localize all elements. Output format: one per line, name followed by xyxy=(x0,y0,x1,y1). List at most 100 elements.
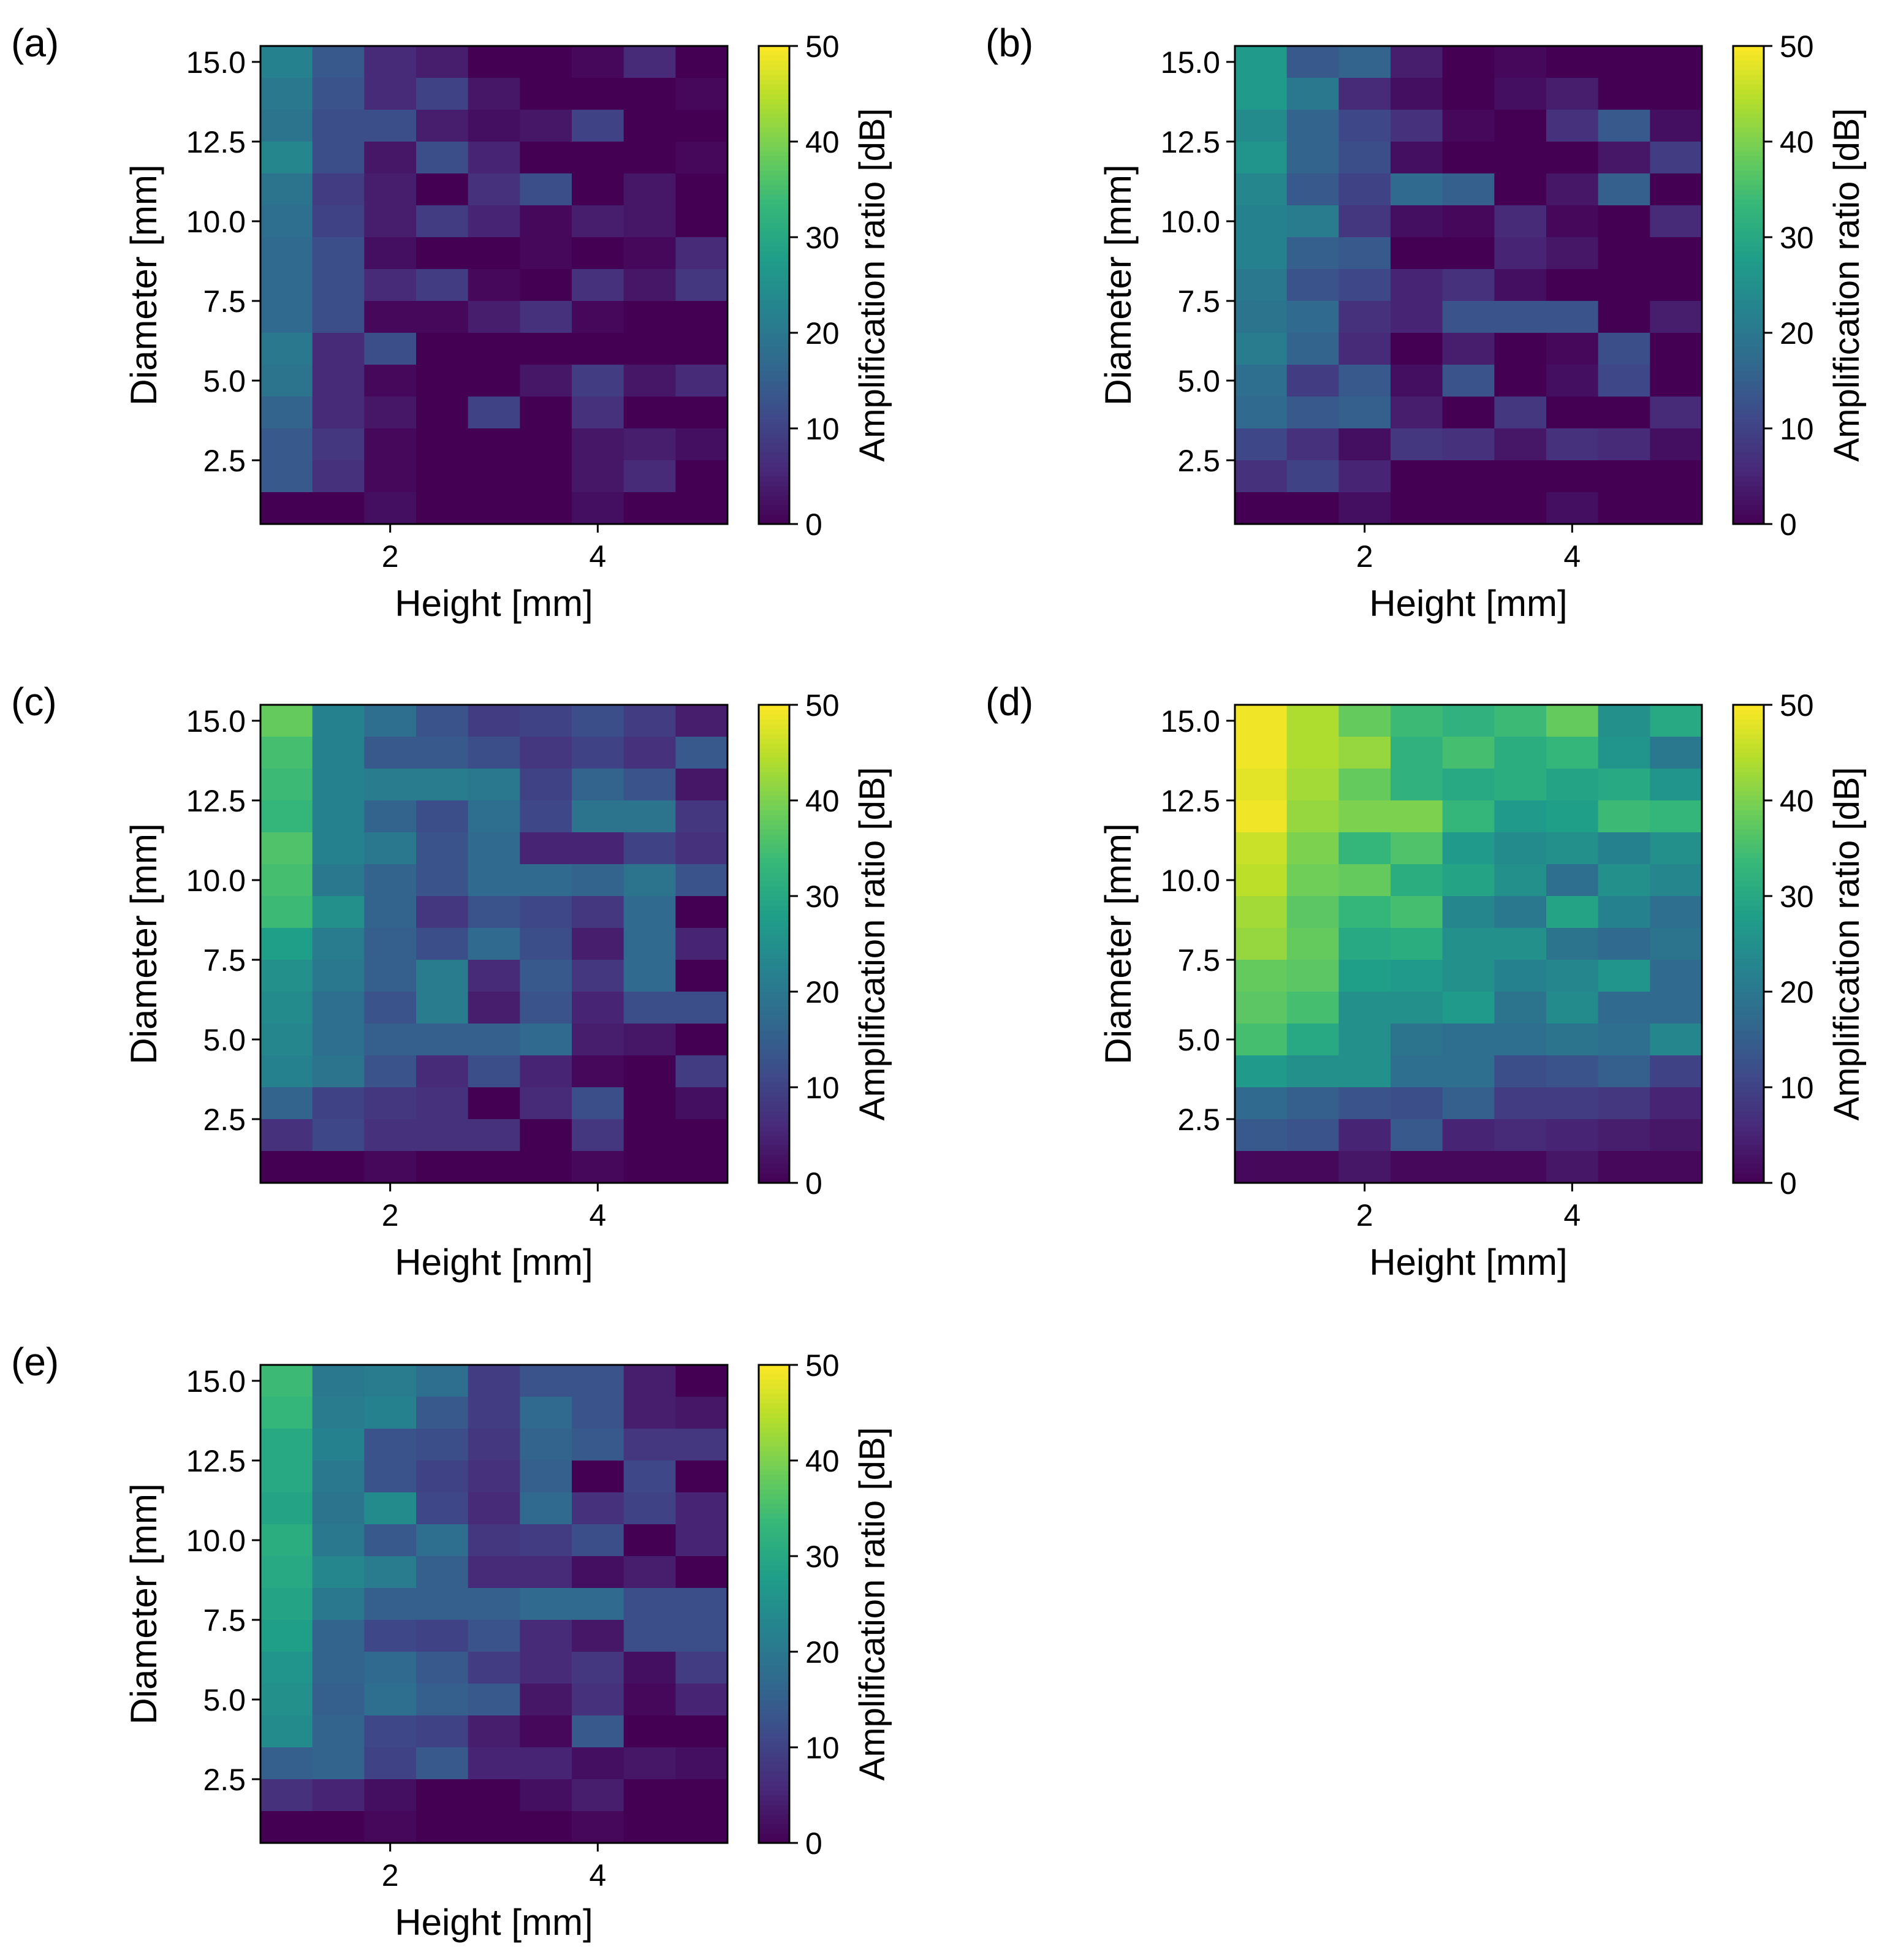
colorbar-segment xyxy=(1733,137,1764,142)
colorbar-segment xyxy=(1733,705,1764,710)
y-tick-label: 2.5 xyxy=(203,1763,246,1797)
colorbar-label: Amplification ratio [dB] xyxy=(852,767,892,1120)
heatmap-cell xyxy=(520,864,572,897)
heatmap-cell xyxy=(1442,173,1495,206)
colorbar-segment xyxy=(759,390,789,395)
heatmap-cell xyxy=(675,365,728,397)
heatmap-cell xyxy=(675,301,728,333)
heatmap-cell xyxy=(520,301,572,333)
heatmap-cell xyxy=(1650,142,1702,174)
heatmap-cell xyxy=(260,1715,313,1748)
colorbar-segment xyxy=(1733,896,1764,902)
colorbar-tick-label: 50 xyxy=(805,688,840,723)
colorbar-tick-label: 20 xyxy=(1780,975,1814,1009)
colorbar-label: Amplification ratio [dB] xyxy=(1827,767,1867,1120)
colorbar-segment xyxy=(1733,1101,1764,1107)
colorbar-segment xyxy=(759,1560,789,1567)
colorbar-segment xyxy=(759,1389,789,1394)
colorbar-segment xyxy=(759,79,789,85)
colorbar-segment xyxy=(759,1489,789,1495)
heatmap-cell xyxy=(572,1556,624,1589)
colorbar-segment xyxy=(1733,724,1764,729)
heatmap-cell xyxy=(416,110,469,142)
heatmap-cell xyxy=(1598,269,1650,302)
colorbar-segment xyxy=(759,1785,789,1791)
heatmap-cell xyxy=(364,237,417,270)
heatmap-cell xyxy=(675,769,728,801)
colorbar-label: Amplification ratio [dB] xyxy=(852,108,892,462)
colorbar-segment xyxy=(759,944,789,949)
heatmap-cell xyxy=(260,1087,313,1120)
colorbar-segment xyxy=(759,1101,789,1107)
heatmap-cell xyxy=(572,1492,624,1525)
heatmap-cell xyxy=(416,960,469,992)
colorbar-segment xyxy=(1733,1178,1764,1183)
heatmap-cell xyxy=(572,1747,624,1780)
heatmap-cell xyxy=(1338,832,1391,865)
colorbar-segment xyxy=(759,1709,789,1714)
heatmap-cell xyxy=(520,1684,572,1716)
heatmap-cell xyxy=(520,1055,572,1088)
heatmap-cell xyxy=(1598,1024,1650,1056)
colorbar-segment xyxy=(759,905,789,911)
heatmap-cell xyxy=(1546,1151,1599,1183)
heatmap-cell xyxy=(260,1811,313,1844)
colorbar-segment xyxy=(759,1628,789,1633)
heatmap-cell xyxy=(260,173,313,206)
colorbar-segment xyxy=(1733,376,1764,381)
heatmap-cell xyxy=(468,1024,520,1056)
heatmap-cell xyxy=(1338,142,1391,174)
colorbar-segment xyxy=(1733,1159,1764,1164)
colorbar-segment xyxy=(759,1408,789,1413)
heatmap-cell xyxy=(1598,992,1650,1024)
heatmap-cell xyxy=(1494,1055,1547,1088)
colorbar-segment xyxy=(759,1432,789,1437)
colorbar-segment xyxy=(1733,466,1764,472)
colorbar-segment xyxy=(759,772,789,777)
colorbar-segment xyxy=(1733,777,1764,782)
heatmap-cell xyxy=(675,1055,728,1088)
heatmap-cell xyxy=(520,492,572,525)
heatmap-cell xyxy=(312,1492,365,1525)
colorbar-segment xyxy=(1733,709,1764,715)
colorbar-segment xyxy=(759,142,789,147)
colorbar-segment xyxy=(1733,395,1764,400)
heatmap-cell xyxy=(675,46,728,78)
colorbar-segment xyxy=(759,1565,789,1571)
heatmap-cell xyxy=(623,46,676,78)
colorbar-segment xyxy=(1733,405,1764,410)
colorbar-segment xyxy=(1733,905,1764,911)
heatmap-cell xyxy=(623,1429,676,1461)
heatmap-cell xyxy=(623,1524,676,1557)
heatmap-cell xyxy=(260,365,313,397)
heatmap-cell xyxy=(1338,960,1391,992)
colorbar-segment xyxy=(1733,299,1764,305)
heatmap-cell xyxy=(260,737,313,769)
heatmap-cell xyxy=(520,832,572,865)
colorbar-segment xyxy=(1733,824,1764,830)
colorbar-segment xyxy=(759,1087,789,1093)
colorbar-segment xyxy=(759,1814,789,1820)
heatmap-cell xyxy=(572,1365,624,1397)
heatmap-cell xyxy=(416,992,469,1024)
colorbar-segment xyxy=(759,748,789,753)
heatmap-cell xyxy=(416,769,469,801)
heatmap-cell xyxy=(468,928,520,960)
heatmap-cell xyxy=(1650,896,1702,929)
heatmap-cell xyxy=(416,1684,469,1716)
panel-label: (d) xyxy=(985,680,1033,724)
heatmap-cell xyxy=(1442,705,1495,737)
heatmap-cell xyxy=(1650,832,1702,865)
heatmap-cell xyxy=(1286,1119,1339,1152)
colorbar-segment xyxy=(759,714,789,720)
heatmap-cell xyxy=(468,1119,520,1152)
colorbar-segment xyxy=(759,1077,789,1083)
heatmap-cell xyxy=(416,333,469,365)
colorbar-segment xyxy=(759,762,789,767)
colorbar-segment xyxy=(759,1828,789,1834)
colorbar-segment xyxy=(1733,1149,1764,1155)
heatmap-cell xyxy=(1442,428,1495,461)
heatmap-cell xyxy=(1494,333,1547,365)
heatmap-cell xyxy=(312,1429,365,1461)
heatmap-cell xyxy=(675,397,728,429)
